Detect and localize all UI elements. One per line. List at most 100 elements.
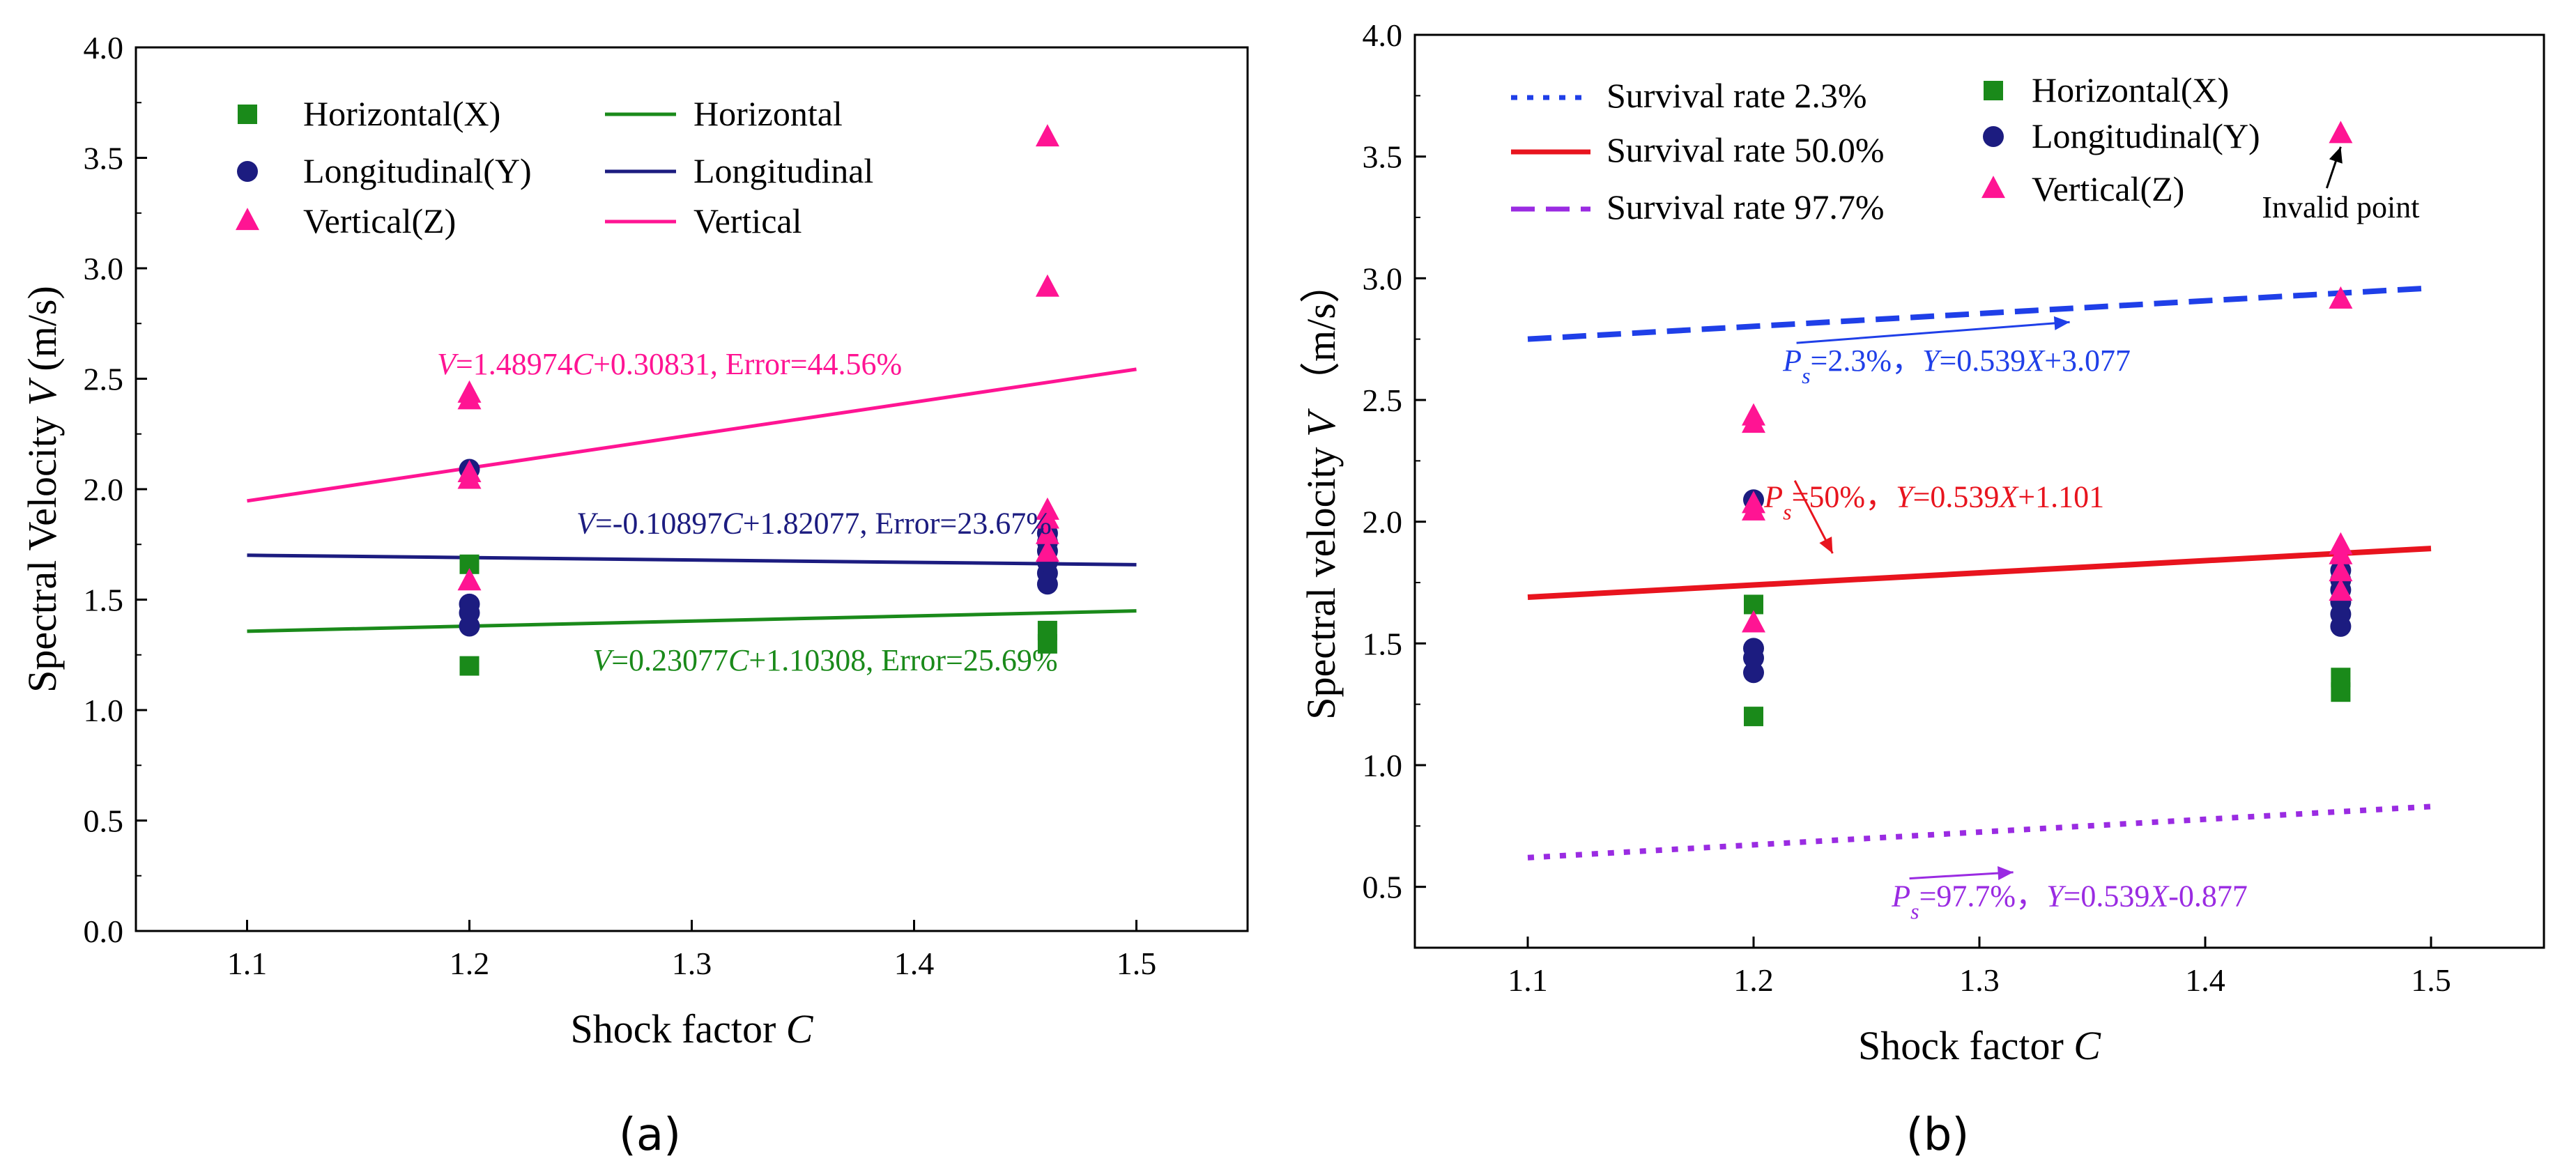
chart-1-annotation-1-part-6: +1.101 — [2018, 480, 2104, 514]
chart-1-point-vertical-z--4 — [1742, 403, 1765, 426]
chart-0-annotation-0-part-0: V — [437, 347, 459, 381]
chart-1-point-horizontal-x--3 — [2331, 668, 2351, 688]
chart-0-xlabel-part-0: Shock factor — [571, 1006, 786, 1052]
chart-0-annotation-0: V=1.48974C+0.30831, Error=44.56% — [437, 347, 902, 381]
chart-1-ylabel-part-1: V — [1298, 408, 1344, 437]
chart-1-point-vertical-z--0 — [1742, 610, 1765, 633]
chart-0-ytick-label-8: 4.0 — [84, 30, 124, 66]
chart-0-legend-marker-2 — [236, 208, 259, 231]
chart-0-legend-label-vertical-z-: Vertical(Z) — [303, 201, 456, 240]
chart-1-xlabel: Shock factor C — [1858, 1023, 2101, 1068]
chart-1-annotation-3: Invalid point — [2262, 190, 2419, 224]
chart-0-point-vertical-z--10 — [1035, 124, 1059, 147]
chart-1-annotation-0-part-3: Y — [1922, 344, 1942, 378]
chart-1-annotation-arrow-2-head — [1998, 866, 2014, 881]
chart-0-xtick-label-1: 1.2 — [450, 946, 490, 981]
chart-0-point-vertical-z--4 — [457, 380, 482, 403]
chart-0-legend-marker-1 — [237, 161, 258, 182]
chart-1-annotation-arrow-0-shaft — [1796, 321, 2070, 344]
chart-b: 1.1 1.2 1.3 1.4 1.5 0.5 1.0 1.5 2.0 2.5 3.0 3.5 4.0 S… — [1298, 17, 2545, 1161]
chart-1-annotation-1-part-0: P — [1763, 480, 1783, 514]
chart-0-annotation-0-part-2: C — [573, 347, 594, 381]
chart-0-ylabel: Spectral Velocity V (m/s) — [20, 286, 65, 693]
chart-1-ytick-label-1: 1.0 — [1363, 748, 1403, 783]
chart-1-ylabel: Spectral velocity V （m/s） — [1298, 263, 1344, 720]
chart-1-xtick-label-4: 1.5 — [2411, 962, 2451, 998]
chart-1-xtick-label-2: 1.3 — [1959, 962, 2000, 998]
chart-0-annotation-1-part-3: +1.82077, Error=23.67% — [743, 506, 1052, 540]
chart-0-legend-label-horizontal: Horizontal — [693, 94, 843, 133]
chart-0-ylabel-part-1: V — [20, 377, 65, 406]
chart-1-legend-marker-2 — [1981, 176, 2005, 199]
chart-1-annotation-2-part-3: Y — [2046, 879, 2067, 914]
chart-1-ytick-label-6: 3.5 — [1363, 139, 1403, 175]
chart-1-line-survival-rate-2-3- — [1527, 285, 2432, 342]
chart-1-xlabel-part-1: C — [2073, 1023, 2101, 1068]
chart-1-ytick-label-0: 0.5 — [1363, 870, 1403, 905]
chart-1-xtick-label-1: 1.2 — [1733, 962, 1774, 998]
chart-0-ytick-label-4: 2.0 — [84, 472, 124, 507]
chart-0-line-horizontal — [247, 609, 1137, 633]
chart-1-annotation-1-part-4: =0.539 — [1913, 480, 2000, 514]
chart-0-annotation-1-part-1: =-0.10897 — [595, 506, 722, 540]
chart-0-annotation-2: V=0.23077C+1.10308, Error=25.69% — [592, 643, 1057, 677]
chart-1-annotation-2-part-6: -0.877 — [2168, 879, 2248, 914]
chart-1-point-vertical-z--9 — [2329, 286, 2353, 309]
chart-0-ytick-label-7: 3.5 — [84, 141, 124, 176]
chart-1-legend-label-horizontal-x-: Horizontal(X) — [2032, 70, 2229, 109]
chart-1-annotation-1-part-5: X — [1998, 480, 2019, 514]
chart-0-legend-label-horizontal-x-: Horizontal(X) — [303, 94, 500, 133]
chart-1-annotation-2: Ps=97.7%，Y=0.539X-0.877 — [1891, 879, 2248, 924]
chart-0-panel-label: (a) — [619, 1109, 681, 1161]
chart-0-annotation-1: V=-0.10897C+1.82077, Error=23.67% — [576, 506, 1052, 540]
chart-1-annotation-0-part-6: +3.077 — [2044, 344, 2131, 378]
chart-1-annotation-arrow-1-head — [1819, 536, 1833, 554]
chart-1-annotation-2-part-0: P — [1891, 879, 1910, 914]
chart-1-xtick-label-0: 1.1 — [1508, 962, 1548, 998]
chart-1-legend-label-survival-rate-2-3-: Survival rate 2.3% — [1607, 76, 1867, 115]
chart-0-annotation-0-part-3: +0.30831, Error=44.56% — [593, 347, 902, 381]
chart-1-annotation-1: Ps=50%，Y=0.539X+1.101 — [1763, 480, 2104, 525]
chart-1-line-survival-rate-97-7- — [1527, 803, 2432, 861]
chart-0-legend-label-longitudinal: Longitudinal — [693, 151, 873, 190]
chart-1-annotation-0-part-5: X — [2024, 344, 2046, 378]
chart-1-panel-label: (b) — [1906, 1109, 1970, 1161]
chart-1-ytick-label-4: 2.5 — [1363, 383, 1403, 418]
chart-1-annotation-0-part-0: P — [1782, 344, 1802, 378]
chart-1-annotation-1-part-1: s — [1783, 500, 1791, 525]
chart-0-line-vertical — [247, 367, 1137, 503]
chart-0-point-longitudinal-y--2 — [459, 593, 480, 615]
chart-1-xlabel-part-0: Shock factor — [1858, 1023, 2073, 1068]
chart-0-legend-label-longitudinal-y-: Longitudinal(Y) — [303, 151, 532, 190]
chart-0-ytick-label-1: 0.5 — [84, 803, 124, 839]
chart-1-annotation-0: Ps=2.3%，Y=0.539X+3.077 — [1782, 344, 2131, 388]
chart-0-point-vertical-z--0 — [457, 568, 482, 591]
chart-1-annotation-1-part-2: =50%， — [1792, 480, 1896, 514]
chart-0-point-vertical-z--5 — [1035, 539, 1059, 562]
chart-0-xtick-label-0: 1.1 — [227, 946, 268, 981]
chart-1-annotation-3-part-0: Invalid point — [2262, 190, 2419, 224]
chart-1-annotation-2-part-1: s — [1910, 899, 1919, 924]
chart-1-point-vertical-z--6 — [2329, 559, 2353, 582]
chart-1-annotation-0-part-4: =0.539 — [1939, 344, 2025, 378]
chart-0-point-vertical-z--2 — [457, 459, 482, 482]
chart-1-legend-marker-1 — [1983, 126, 2004, 147]
chart-0-annotation-1-part-0: V — [576, 506, 599, 540]
chart-0-legend-marker-0 — [238, 105, 257, 124]
chart-0-point-vertical-z--6 — [1035, 521, 1059, 544]
chart-0-line-longitudinal — [247, 553, 1137, 567]
chart-0-ylabel-part-2: (m/s) — [20, 286, 65, 381]
chart-0-ytick-label-2: 1.0 — [84, 693, 124, 728]
chart-1-ylabel-part-0: Spectral velocity — [1298, 437, 1344, 720]
chart-1-ylabel-part-2: （m/s） — [1298, 263, 1344, 412]
chart-1-point-horizontal-x--0 — [1744, 707, 1763, 727]
chart-0-ytick-label-6: 3.0 — [84, 251, 124, 286]
chart-0-annotation-2-part-0: V — [592, 643, 615, 677]
chart-1-annotation-1-part-3: Y — [1896, 480, 1916, 514]
chart-0-annotation-1-part-2: C — [722, 506, 743, 540]
chart-0-annotation-2-part-3: +1.10308, Error=25.69% — [749, 643, 1057, 677]
chart-1-point-vertical-z--5 — [2329, 578, 2353, 601]
chart-0-xlabel: Shock factor C — [571, 1006, 814, 1052]
chart-1-annotation-0-part-1: s — [1802, 363, 1810, 388]
chart-0-annotation-2-part-2: C — [728, 643, 749, 677]
